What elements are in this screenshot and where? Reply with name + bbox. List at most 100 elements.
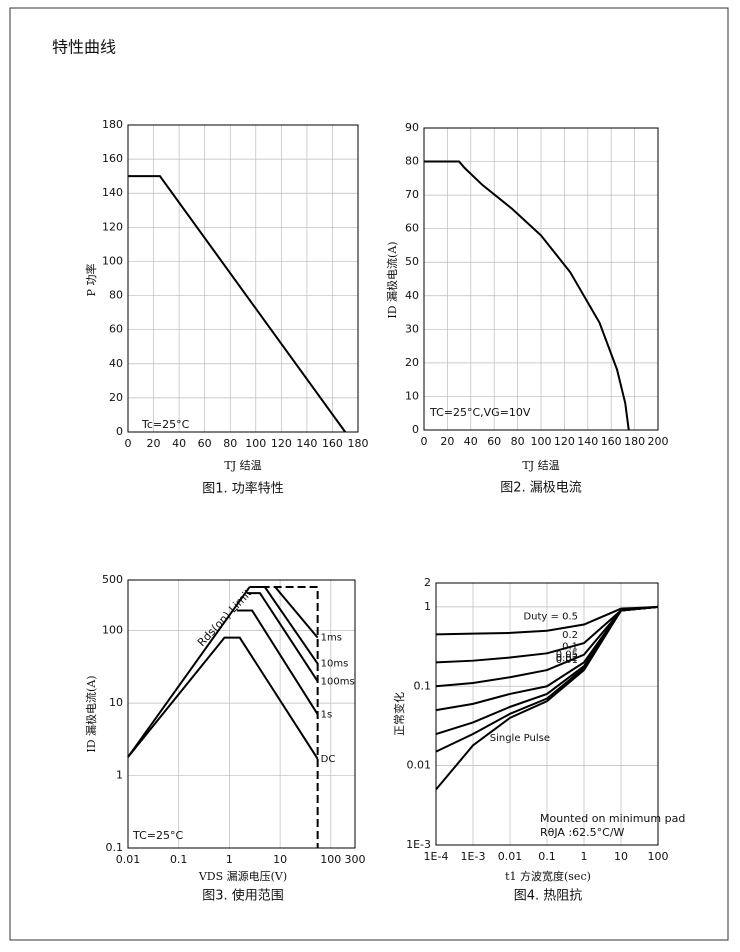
x-tick-label: 10 xyxy=(273,853,287,866)
plot-frame xyxy=(127,579,356,849)
y-axis-label: P 功率 xyxy=(84,264,98,297)
y-tick-label: 80 xyxy=(109,289,123,302)
x-tick-label: 40 xyxy=(172,437,186,450)
y-tick-label: 0.1 xyxy=(106,841,124,854)
y-tick-label: 60 xyxy=(109,323,123,336)
series-label: Single Pulse xyxy=(490,733,550,744)
x-tick-label: 80 xyxy=(223,437,237,450)
series-label: 100ms xyxy=(321,676,355,687)
series-line xyxy=(435,605,659,791)
series-label: Duty = 0.5 xyxy=(523,612,578,623)
series-label: 10ms xyxy=(321,659,349,670)
x-tick-label: 180 xyxy=(624,435,645,448)
heading: 特性曲线 xyxy=(52,38,116,57)
series-label: DC xyxy=(321,754,336,765)
x-tick-label: 160 xyxy=(322,437,343,450)
x-axis-label: TJ 结温 xyxy=(522,459,559,472)
x-tick-label: 60 xyxy=(487,435,501,448)
y-tick-label: 180 xyxy=(102,118,123,131)
x-tick-label: 20 xyxy=(440,435,454,448)
y-tick-label: 20 xyxy=(405,356,419,369)
x-axis-label: t1 方波宽度(sec) xyxy=(505,869,591,883)
y-tick-label: 0 xyxy=(116,425,123,438)
y-axis-label: 正常变化 xyxy=(392,692,406,736)
y-tick-label: 80 xyxy=(405,155,419,168)
chart-caption: 图2. 漏极电流 xyxy=(500,480,582,496)
y-tick-label: 2 xyxy=(424,576,431,589)
y-tick-label: 20 xyxy=(109,391,123,404)
annotation: RθJA :62.5°C/W xyxy=(540,826,625,839)
series-line xyxy=(424,160,630,431)
y-tick-label: 0.1 xyxy=(414,679,432,692)
y-tick-label: 10 xyxy=(405,389,419,402)
annotation: TC=25°C,VG=10V xyxy=(429,406,531,419)
series-label: 0.01 xyxy=(556,655,578,666)
series-line xyxy=(249,586,319,848)
chart-caption: 图3. 使用范围 xyxy=(202,888,284,904)
y-tick-label: 120 xyxy=(102,220,123,233)
x-tick-label: 0 xyxy=(125,437,132,450)
series-label: 0.1 xyxy=(562,642,578,653)
y-tick-label: 140 xyxy=(102,186,123,199)
page-border xyxy=(9,7,729,941)
series-line xyxy=(246,592,319,682)
y-tick-label: 1 xyxy=(424,600,431,613)
chart-caption: 图1. 功率特性 xyxy=(202,481,284,497)
series-line xyxy=(127,636,319,760)
x-tick-label: 0.1 xyxy=(538,850,556,863)
annotation: Mounted on minimum pad xyxy=(540,812,685,825)
y-tick-label: 1 xyxy=(116,769,123,782)
y-tick-label: 100 xyxy=(102,254,123,267)
series-line xyxy=(236,609,319,715)
series-label: 0.05 xyxy=(556,649,578,660)
y-tick-label: 40 xyxy=(109,357,123,370)
x-tick-label: 140 xyxy=(577,435,598,448)
y-tick-label: 100 xyxy=(102,624,123,637)
x-axis-label: TJ 结温 xyxy=(224,459,261,472)
plot-frame xyxy=(127,124,359,433)
x-tick-label: 100 xyxy=(648,850,669,863)
note-box xyxy=(518,810,658,842)
y-axis-label: ID 漏极电流(A) xyxy=(385,241,399,318)
series-line xyxy=(128,175,347,433)
y-tick-label: 40 xyxy=(405,289,419,302)
x-tick-label: 160 xyxy=(601,435,622,448)
plot-frame xyxy=(423,127,659,431)
series-line xyxy=(127,586,251,758)
x-tick-label: 100 xyxy=(531,435,552,448)
y-tick-label: 50 xyxy=(405,255,419,268)
series-label: 0.02 xyxy=(556,653,578,664)
x-tick-label: 300 xyxy=(345,853,366,866)
x-tick-label: 100 xyxy=(245,437,266,450)
x-tick-label: 0.01 xyxy=(498,850,523,863)
series-line xyxy=(435,605,659,636)
x-tick-label: 1 xyxy=(581,850,588,863)
x-tick-label: 1E-3 xyxy=(461,850,486,863)
annotation: Rds(on) Limit xyxy=(195,586,255,649)
series-line xyxy=(274,586,319,639)
x-tick-label: 200 xyxy=(648,435,669,448)
x-tick-label: 120 xyxy=(271,437,292,450)
x-tick-label: 0.1 xyxy=(170,853,188,866)
x-tick-label: 1 xyxy=(226,853,233,866)
chart-caption: 图4. 热阻抗 xyxy=(514,889,583,904)
annotation: TC=25°C xyxy=(132,829,183,842)
x-tick-label: 100 xyxy=(320,853,341,866)
y-tick-label: 500 xyxy=(102,573,123,586)
y-tick-label: 1E-3 xyxy=(406,838,431,851)
x-tick-label: 1E-4 xyxy=(424,850,449,863)
y-axis-label: ID 漏极电流(A) xyxy=(84,675,98,752)
x-axis-label: VDS 漏源电压(V) xyxy=(198,869,287,883)
annotation: Tc=25°C xyxy=(141,418,190,431)
y-tick-label: 160 xyxy=(102,152,123,165)
y-tick-label: 0 xyxy=(412,423,419,436)
series-label: 1s xyxy=(321,709,333,720)
x-tick-label: 60 xyxy=(198,437,212,450)
x-tick-label: 180 xyxy=(348,437,369,450)
y-tick-label: 70 xyxy=(405,188,419,201)
x-tick-label: 0.01 xyxy=(116,853,141,866)
y-tick-label: 90 xyxy=(405,121,419,134)
x-tick-label: 140 xyxy=(296,437,317,450)
x-tick-label: 40 xyxy=(464,435,478,448)
